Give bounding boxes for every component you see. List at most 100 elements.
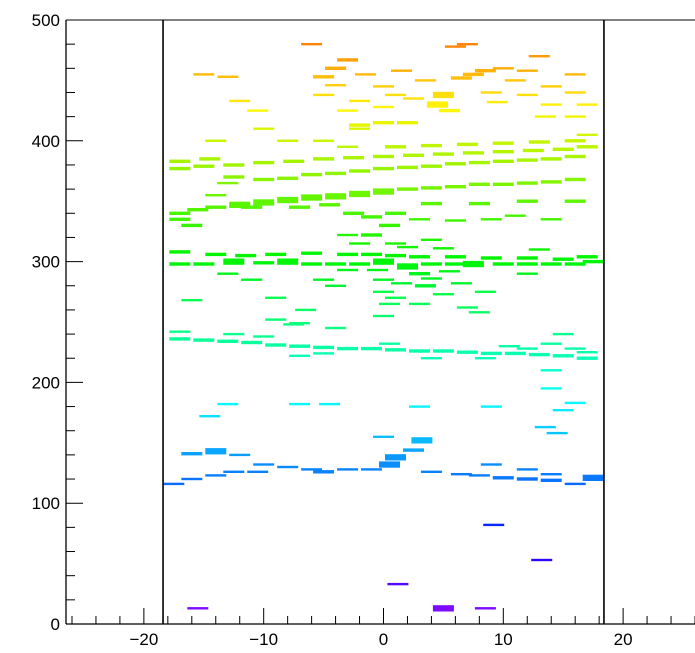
- data-bin: [337, 468, 359, 471]
- data-bin: [367, 268, 388, 272]
- data-bin: [576, 145, 598, 149]
- data-bin: [409, 349, 430, 353]
- data-bin: [385, 253, 406, 258]
- data-bin: [546, 431, 568, 435]
- data-bin: [474, 290, 496, 293]
- data-bin: [528, 352, 550, 357]
- data-bin: [325, 262, 347, 266]
- data-bin: [492, 182, 514, 186]
- data-bin: [193, 73, 215, 76]
- data-bin: [241, 205, 263, 209]
- data-bin: [504, 351, 526, 356]
- data-bin: [229, 201, 251, 208]
- data-bin: [444, 45, 466, 48]
- data-bin: [474, 69, 496, 73]
- data-bin: [283, 323, 305, 326]
- data-bin: [337, 233, 359, 237]
- data-bin: [253, 463, 275, 466]
- y-tick-label: 200: [32, 373, 60, 392]
- axes: [65, 19, 695, 625]
- data-bin: [426, 101, 448, 108]
- data-bin: [450, 76, 472, 80]
- data-bin: [373, 314, 394, 318]
- data-bin: [355, 73, 376, 76]
- y-tick-label: 300: [32, 253, 60, 272]
- data-bin: [199, 415, 221, 418]
- data-bin: [313, 352, 335, 355]
- data-bin: [361, 252, 382, 257]
- data-bin: [528, 55, 550, 58]
- data-bin: [564, 401, 586, 405]
- data-bin: [277, 258, 299, 265]
- data-bin: [325, 84, 347, 87]
- data-bin: [528, 248, 550, 251]
- data-bin: [552, 409, 574, 412]
- data-bin: [468, 474, 490, 477]
- data-bin: [325, 326, 347, 330]
- data-bin: [480, 351, 502, 356]
- data-bin: [169, 337, 191, 341]
- data-bin: [438, 108, 460, 113]
- data-bin: [361, 468, 382, 471]
- data-bin: [456, 306, 478, 309]
- data-bin: [313, 470, 335, 474]
- data-bin: [385, 296, 406, 299]
- data-bin: [504, 79, 526, 82]
- data-bin: [456, 350, 478, 354]
- data-bin: [379, 302, 400, 306]
- data-bin: [349, 242, 371, 245]
- data-bin: [223, 163, 245, 167]
- data-bin: [462, 260, 484, 268]
- data-bin: [193, 338, 215, 342]
- data-bin: [223, 258, 245, 265]
- data-bin: [531, 558, 553, 562]
- data-bin: [289, 402, 311, 406]
- x-tick-label: 0: [379, 630, 388, 649]
- data-bin: [552, 332, 574, 336]
- data-bin: [349, 123, 371, 127]
- data-bin: [564, 177, 586, 182]
- x-tick-label: 10: [494, 630, 513, 649]
- data-bin: [247, 470, 269, 473]
- data-bin: [337, 268, 359, 272]
- data-bin: [397, 263, 418, 270]
- data-bin: [492, 150, 514, 154]
- data-bin: [169, 217, 191, 221]
- data-bin: [229, 99, 251, 103]
- data-bin: [205, 205, 227, 209]
- data-bin: [504, 214, 526, 217]
- data-bin: [564, 199, 586, 203]
- data-bin: [301, 251, 323, 255]
- data-bin: [193, 262, 215, 266]
- data-bin: [444, 162, 466, 166]
- data-bin: [253, 127, 275, 130]
- data-bin: [480, 256, 502, 260]
- data-bin: [409, 302, 430, 306]
- data-bin: [265, 296, 287, 299]
- data-bin: [373, 85, 394, 88]
- data-bin: [379, 223, 400, 228]
- data-bin: [540, 103, 562, 106]
- data-bin: [450, 473, 472, 476]
- data-bin: [241, 340, 263, 345]
- data-bin: [313, 93, 335, 97]
- data-bin: [468, 160, 490, 165]
- data-bin: [385, 348, 406, 352]
- data-bin: [432, 293, 454, 296]
- data-bin: [444, 219, 466, 222]
- data-bin: [540, 478, 562, 482]
- data-bin: [564, 154, 586, 159]
- data-bin: [411, 437, 433, 444]
- data-bin: [480, 91, 502, 94]
- data-bin: [420, 357, 442, 360]
- data-bin: [492, 141, 514, 145]
- data-bin: [313, 75, 335, 79]
- data-bin: [516, 347, 538, 350]
- data-bin: [403, 153, 424, 157]
- data-bin: [516, 69, 538, 72]
- data-bin: [349, 127, 371, 130]
- data-bin: [516, 199, 538, 203]
- data-bin: [235, 253, 257, 258]
- data-bin: [420, 201, 442, 206]
